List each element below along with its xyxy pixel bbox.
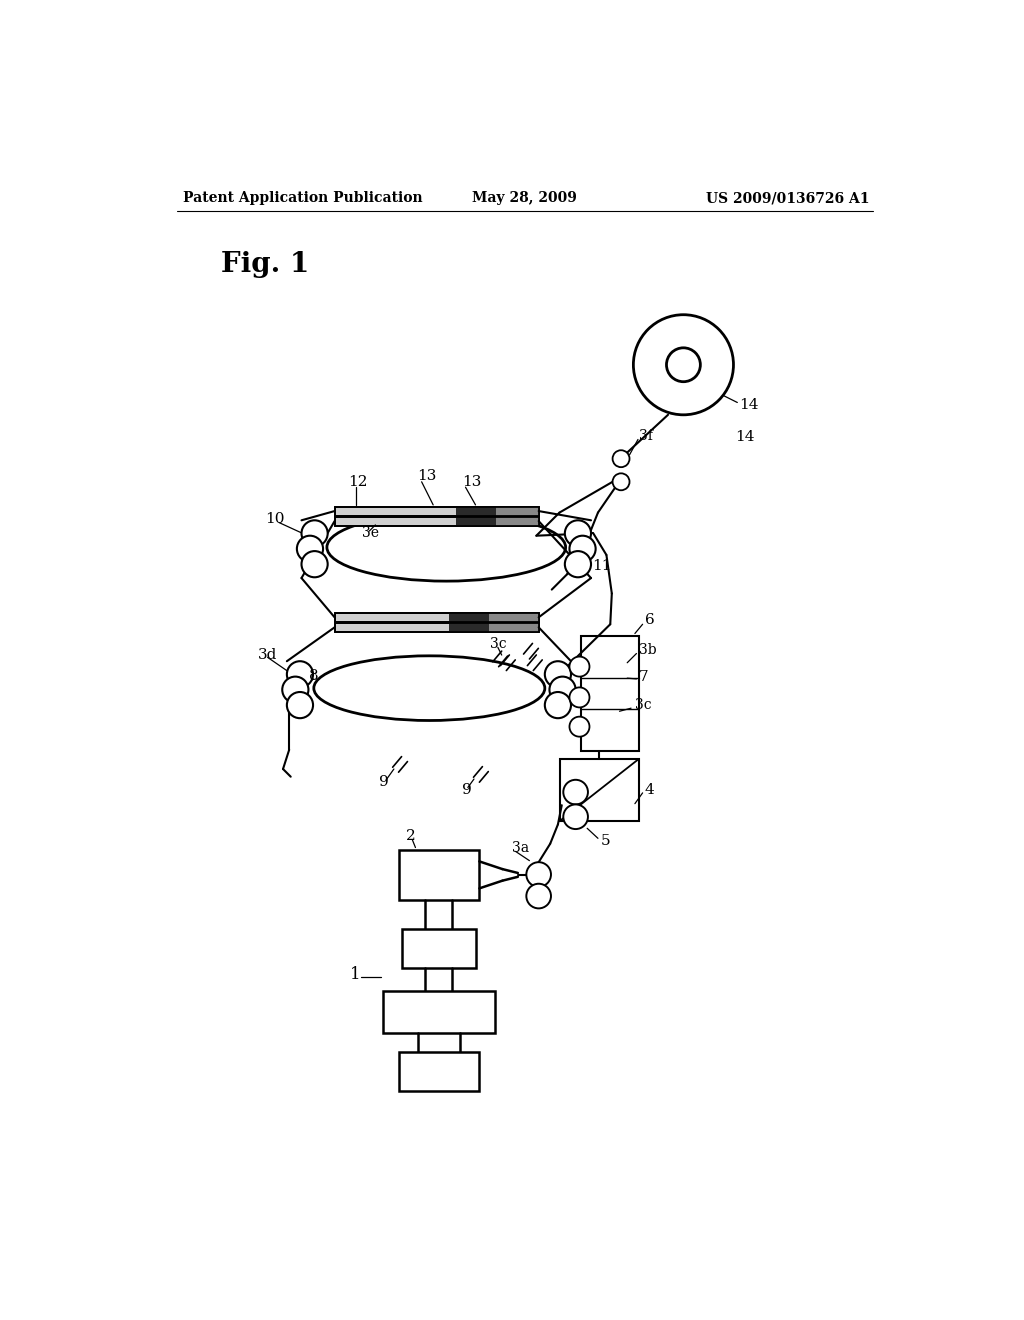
- Bar: [402, 929, 475, 968]
- Text: 7: 7: [639, 669, 648, 684]
- Bar: [457, 517, 497, 525]
- Circle shape: [283, 677, 308, 702]
- Bar: [335, 507, 539, 516]
- Text: 8: 8: [309, 669, 318, 682]
- Circle shape: [526, 862, 551, 887]
- Circle shape: [287, 692, 313, 718]
- Bar: [488, 614, 539, 622]
- Bar: [457, 507, 497, 516]
- Circle shape: [612, 474, 630, 490]
- Circle shape: [563, 804, 588, 829]
- Circle shape: [287, 661, 313, 688]
- Circle shape: [545, 692, 571, 718]
- Text: 12: 12: [348, 475, 368, 488]
- Text: 3c: 3c: [490, 636, 507, 651]
- Text: 3e: 3e: [361, 527, 379, 540]
- Text: 3a: 3a: [512, 841, 528, 854]
- Bar: [488, 623, 539, 632]
- Circle shape: [301, 552, 328, 577]
- Bar: [335, 623, 539, 632]
- Bar: [497, 507, 539, 516]
- Circle shape: [297, 536, 323, 562]
- Text: 3c: 3c: [635, 698, 651, 711]
- Text: 10: 10: [265, 512, 285, 525]
- Bar: [560, 759, 639, 821]
- Text: 3b: 3b: [639, 643, 656, 656]
- Text: 9: 9: [462, 783, 471, 797]
- Bar: [398, 850, 479, 900]
- Bar: [383, 991, 495, 1034]
- Circle shape: [569, 536, 596, 562]
- Circle shape: [301, 520, 328, 546]
- Circle shape: [563, 780, 588, 804]
- Text: 14: 14: [739, 397, 759, 412]
- Bar: [335, 614, 539, 622]
- Bar: [398, 1052, 479, 1090]
- Ellipse shape: [327, 513, 565, 581]
- Text: Patent Application Publication: Patent Application Publication: [183, 191, 423, 206]
- Bar: [335, 517, 539, 525]
- Text: Fig. 1: Fig. 1: [221, 251, 309, 279]
- Bar: [335, 517, 539, 525]
- Bar: [497, 517, 539, 525]
- Text: 3d: 3d: [258, 648, 276, 663]
- Circle shape: [550, 677, 575, 702]
- Bar: [581, 636, 639, 751]
- Circle shape: [569, 717, 590, 737]
- Ellipse shape: [313, 656, 545, 721]
- Bar: [449, 614, 488, 622]
- Text: May 28, 2009: May 28, 2009: [472, 191, 578, 206]
- Text: 13: 13: [417, 470, 436, 483]
- Circle shape: [612, 450, 630, 467]
- Circle shape: [545, 661, 571, 688]
- Text: 1: 1: [350, 966, 360, 983]
- Text: US 2009/0136726 A1: US 2009/0136726 A1: [707, 191, 869, 206]
- Text: 2: 2: [407, 829, 416, 843]
- Text: 11: 11: [593, 560, 612, 573]
- Text: 9: 9: [379, 775, 389, 789]
- Bar: [335, 614, 539, 622]
- Circle shape: [565, 552, 591, 577]
- Circle shape: [569, 656, 590, 677]
- Text: 3f: 3f: [639, 429, 652, 442]
- Circle shape: [569, 688, 590, 708]
- Circle shape: [634, 314, 733, 414]
- Bar: [449, 623, 488, 632]
- Text: 13: 13: [462, 475, 481, 488]
- Text: 6: 6: [645, 614, 654, 627]
- Circle shape: [565, 520, 591, 546]
- Bar: [335, 623, 539, 632]
- Circle shape: [526, 884, 551, 908]
- Circle shape: [667, 348, 700, 381]
- Bar: [335, 507, 539, 516]
- Text: 5: 5: [600, 834, 610, 849]
- Text: 4: 4: [645, 783, 654, 797]
- Text: 14: 14: [735, 430, 755, 444]
